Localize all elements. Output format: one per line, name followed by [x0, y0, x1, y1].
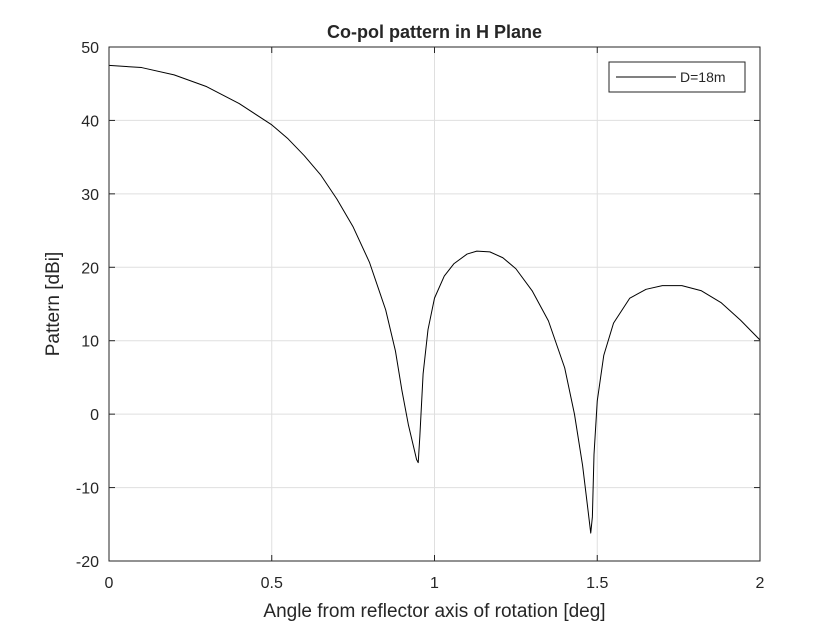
y-axis-label: Pattern [dBi]: [43, 252, 64, 357]
legend-label: D=18m: [680, 69, 726, 85]
y-tick-label: -10: [76, 481, 99, 498]
y-tick-label: 40: [81, 113, 99, 130]
grid: [108, 46, 761, 562]
series-group: [108, 64, 761, 534]
y-tick-label: 0: [90, 407, 99, 424]
x-tick-label: 1.5: [586, 575, 608, 592]
x-tick-label: 1: [430, 575, 439, 592]
x-tick-label: 0: [105, 575, 114, 592]
y-tick-labels: -20 -10 0 10 20 30 40 50: [76, 40, 99, 571]
series-line: [108, 64, 761, 534]
y-tick-label: 10: [81, 334, 99, 351]
y-tick-label: 20: [81, 260, 99, 277]
chart-title: Co-pol pattern in H Plane: [327, 22, 542, 42]
y-tick-label: -20: [76, 554, 99, 571]
ticks: [108, 46, 761, 562]
x-tick-label: 0.5: [261, 575, 283, 592]
y-tick-label: 30: [81, 187, 99, 204]
y-tick-label: 50: [81, 40, 99, 57]
legend: D=18m: [608, 61, 746, 93]
x-axis-label: Angle from reflector axis of rotation [d…: [263, 601, 605, 622]
x-tick-label: 2: [756, 575, 765, 592]
x-tick-labels: 0 0.5 1 1.5 2: [105, 575, 765, 592]
